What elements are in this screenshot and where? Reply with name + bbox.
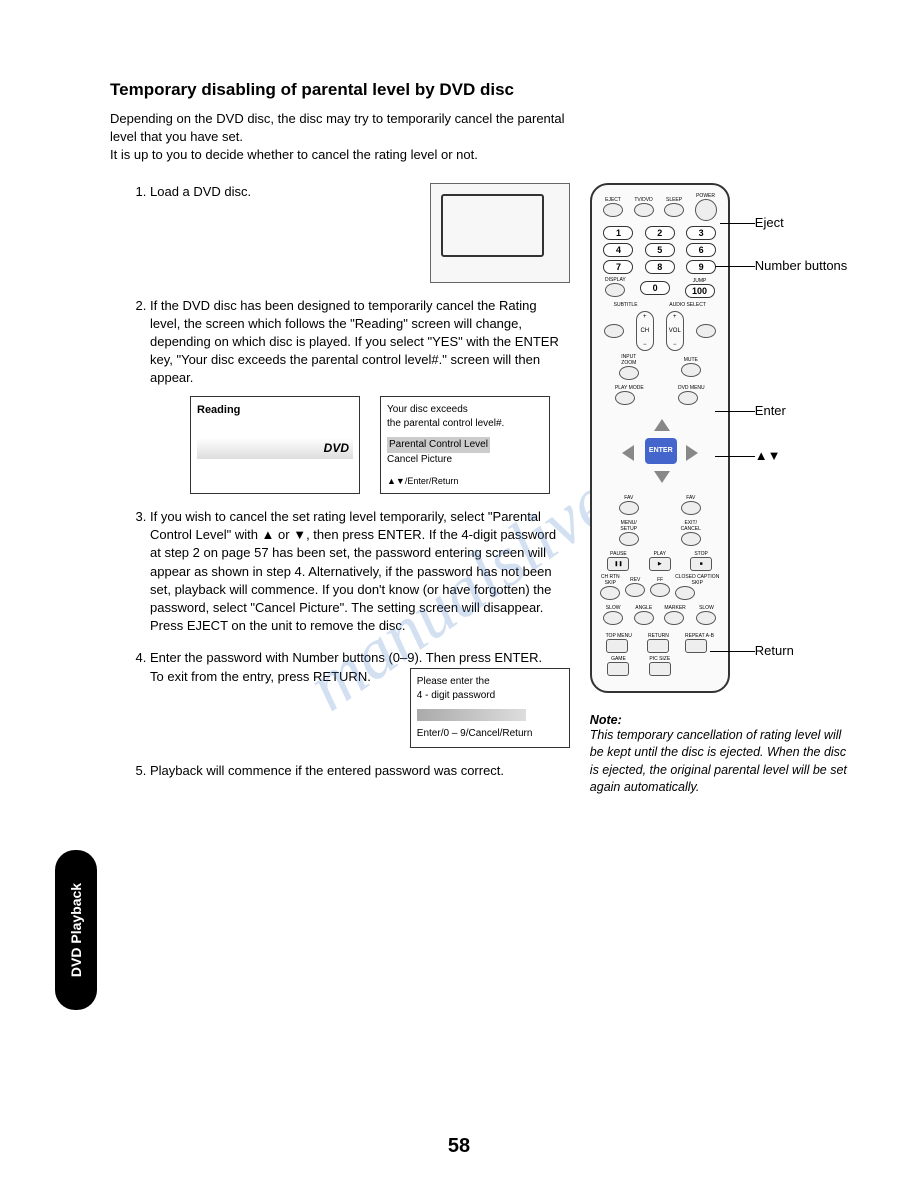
- callout-return: Return: [755, 643, 794, 658]
- num-4[interactable]: 4: [603, 243, 633, 257]
- reading-screen: Reading DVD: [190, 396, 360, 495]
- callout-arrows: ▲▼: [755, 448, 781, 463]
- ch-rocker[interactable]: +CH−: [636, 311, 654, 351]
- topmenu-button[interactable]: [606, 639, 628, 653]
- callout-number: Number buttons: [755, 258, 848, 273]
- step-5: Playback will commence if the entered pa…: [150, 762, 570, 780]
- audio-button[interactable]: [696, 324, 716, 338]
- step-3: If you wish to cancel the set rating lev…: [150, 508, 570, 635]
- power-button[interactable]: [695, 199, 717, 221]
- num-8[interactable]: 8: [645, 260, 675, 274]
- password-screen: Please enter the 4 - digit password Ente…: [410, 668, 570, 748]
- num-6[interactable]: 6: [686, 243, 716, 257]
- down-arrow[interactable]: [654, 471, 670, 483]
- angle-button[interactable]: [634, 611, 654, 625]
- up-arrow[interactable]: [654, 419, 670, 431]
- pause-button[interactable]: ❚❚: [607, 557, 629, 571]
- remote-control: EJECT TV/DVD SLEEP POWER 1 2 3 4 5 6 7: [590, 183, 730, 693]
- repeat-button[interactable]: [685, 639, 707, 653]
- left-column: Load a DVD disc. If the DVD disc has bee…: [110, 183, 570, 797]
- return-button[interactable]: [647, 639, 669, 653]
- callout-eject: Eject: [755, 215, 784, 230]
- dpad[interactable]: ENTER: [610, 411, 710, 491]
- playmode-button[interactable]: [615, 391, 635, 405]
- num-1[interactable]: 1: [603, 226, 633, 240]
- eject-button[interactable]: [603, 203, 623, 217]
- page-number: 58: [448, 1135, 470, 1158]
- num-5[interactable]: 5: [645, 243, 675, 257]
- right-column: EJECT TV/DVD SLEEP POWER 1 2 3 4 5 6 7: [590, 183, 858, 797]
- marker-button[interactable]: [664, 611, 684, 625]
- step-2: If the DVD disc has been designed to tem…: [150, 297, 570, 495]
- num-2[interactable]: 2: [645, 226, 675, 240]
- num-100[interactable]: 100: [685, 284, 715, 298]
- step-1: Load a DVD disc.: [150, 183, 570, 283]
- menu-button[interactable]: [619, 532, 639, 546]
- fav2-button[interactable]: [681, 501, 701, 515]
- right-arrow[interactable]: [686, 445, 698, 461]
- parental-screen: Your disc exceeds the parental control l…: [380, 396, 550, 495]
- game-button[interactable]: [607, 662, 629, 676]
- skip-back-button[interactable]: [600, 586, 620, 600]
- slow-button[interactable]: [603, 611, 623, 625]
- intro-text: Depending on the DVD disc, the disc may …: [110, 110, 580, 165]
- note-section: Note: This temporary cancellation of rat…: [590, 713, 858, 797]
- page-title: Temporary disabling of parental level by…: [110, 80, 858, 100]
- vol-rocker[interactable]: +VOL−: [666, 311, 684, 351]
- picsize-button[interactable]: [649, 662, 671, 676]
- input-button[interactable]: [619, 366, 639, 380]
- skip-fwd-button[interactable]: [675, 586, 695, 600]
- num-3[interactable]: 3: [686, 226, 716, 240]
- num-9[interactable]: 9: [686, 260, 716, 274]
- fav-button[interactable]: [619, 501, 639, 515]
- mute-button[interactable]: [681, 363, 701, 377]
- ff-button[interactable]: [650, 583, 670, 597]
- exit-button[interactable]: [681, 532, 701, 546]
- tv-illustration: [430, 183, 570, 283]
- step-4: Enter the password with Number buttons (…: [150, 649, 570, 747]
- tvdvd-button[interactable]: [634, 203, 654, 217]
- play-button[interactable]: ▶: [649, 557, 671, 571]
- rev-button[interactable]: [625, 583, 645, 597]
- num-0[interactable]: 0: [640, 281, 670, 295]
- sleep-button[interactable]: [664, 203, 684, 217]
- subtitle-button[interactable]: [604, 324, 624, 338]
- slow2-button[interactable]: [696, 611, 716, 625]
- section-tab: DVD Playback: [55, 850, 97, 1010]
- callout-enter: Enter: [755, 403, 786, 418]
- dvdmenu-button[interactable]: [678, 391, 698, 405]
- display-button[interactable]: [605, 283, 625, 297]
- left-arrow[interactable]: [622, 445, 634, 461]
- num-7[interactable]: 7: [603, 260, 633, 274]
- enter-button[interactable]: ENTER: [645, 438, 677, 464]
- stop-button[interactable]: ■: [690, 557, 712, 571]
